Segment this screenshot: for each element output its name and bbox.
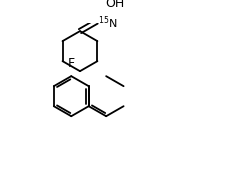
- Text: F: F: [68, 57, 75, 70]
- Text: $^{15}$N: $^{15}$N: [98, 14, 118, 31]
- Text: OH: OH: [105, 0, 125, 10]
